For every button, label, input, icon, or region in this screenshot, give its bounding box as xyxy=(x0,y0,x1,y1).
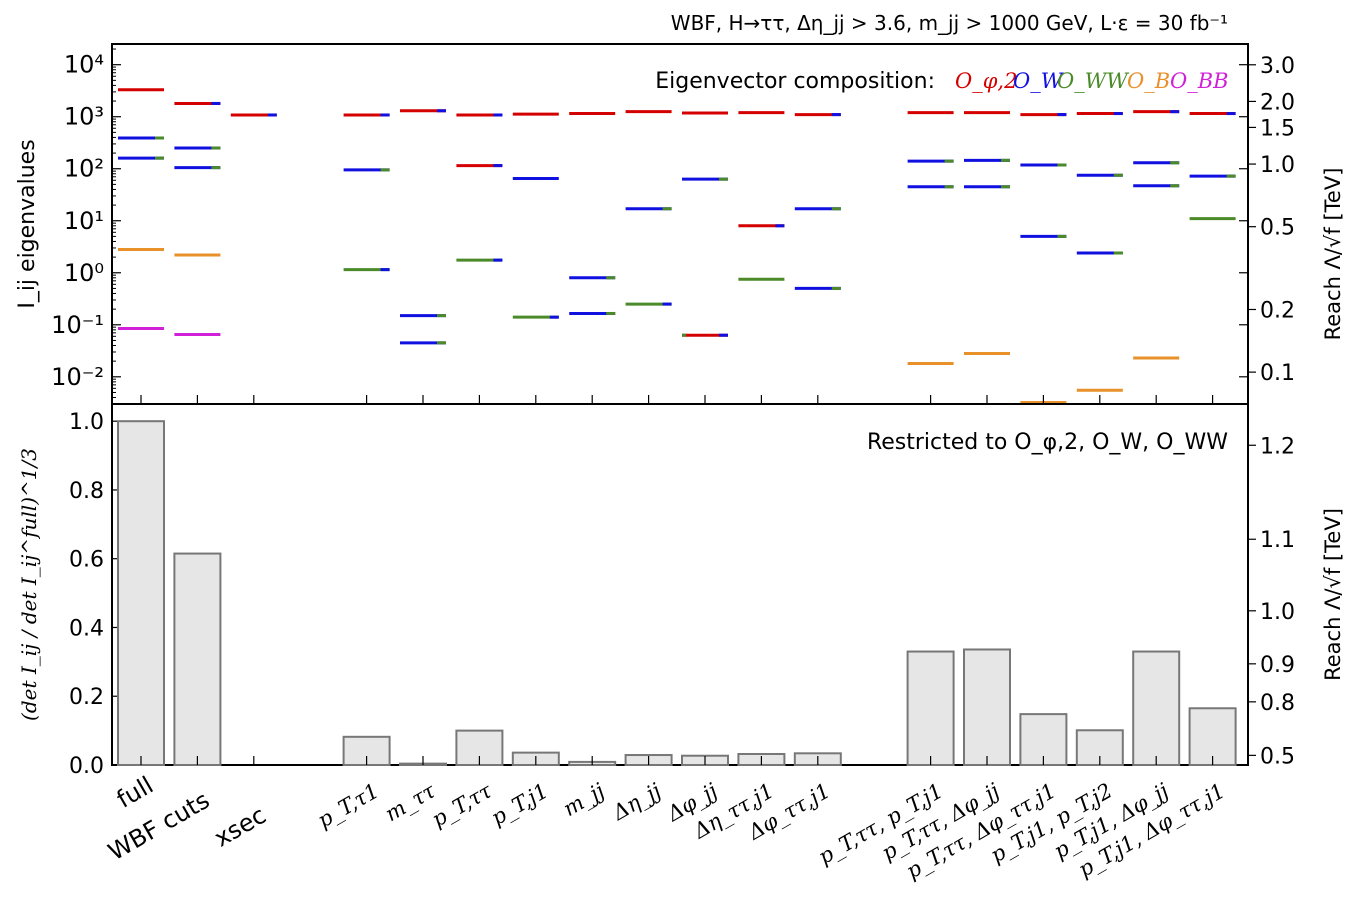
eigen-group-j1 xyxy=(794,113,841,290)
eigen-group-p-t-j1 xyxy=(1020,113,1067,405)
x-tick-label-m-jj: m_jj xyxy=(559,778,609,821)
legend-entry-phi2: O_φ,2 xyxy=(955,69,1017,93)
eigen-group-m xyxy=(400,109,446,345)
y-tick-label: 1.0 xyxy=(69,410,104,435)
y2-tick-label: 0.9 xyxy=(1260,653,1295,678)
eigen-group-p-t-jj xyxy=(964,111,1010,356)
bar-p-t-p-t-j1 xyxy=(906,650,955,766)
eigen-group-jj xyxy=(682,111,728,337)
y-tick-label: 0.6 xyxy=(69,548,104,573)
legend-entry-W: O_W xyxy=(1013,69,1065,93)
y2-tick-label: 1.0 xyxy=(1260,153,1295,178)
restricted-annotation: Restricted to O_φ,2, O_W, O_WW xyxy=(867,430,1228,455)
y-tick-label: 0.2 xyxy=(69,685,104,710)
x-tick-label-p-t-1: p_T,τ1 xyxy=(313,779,383,833)
bar-p-t-j1-jj xyxy=(1132,650,1181,766)
y2-tick-label: 0.8 xyxy=(1260,691,1295,716)
eigen-group-jj xyxy=(625,110,672,306)
y2-tick-label: 3.0 xyxy=(1260,54,1295,79)
chart-title: WBF, H→ττ, Δη_jj > 3.6, m_jj > 1000 GeV,… xyxy=(671,11,1228,35)
y2-tick-label: 0.5 xyxy=(1260,216,1295,241)
eigen-group-wbf-cuts xyxy=(174,101,221,337)
legend: Eigenvector composition: O_φ,2O_WO_WW O_B O… xyxy=(655,69,1228,94)
eigenvalue-panel: 10⁻² 10⁻¹ 10⁰ 10¹ 10² 10³ 10⁴ 3.0 2.01.5 1.0 0.5 0.… xyxy=(15,43,1345,405)
eigen-group-full xyxy=(118,88,164,330)
legend-entry-BB: O_BB xyxy=(1170,69,1229,93)
eigen-group-p-t-1 xyxy=(343,113,390,272)
restricted-plot-frame xyxy=(111,403,1249,766)
y-axis-label: (det I_ij / det I_ij^full)^1/3 xyxy=(17,448,41,721)
legend-title: Eigenvector composition: xyxy=(655,69,935,94)
y2-tick-label: 1.0 xyxy=(1260,600,1295,625)
y-tick-label: 10¹ xyxy=(64,207,104,235)
y-tick-label: 10⁻² xyxy=(51,363,104,391)
eigen-group-p-t-j1 xyxy=(512,112,559,319)
y-tick-label: 10² xyxy=(64,155,104,183)
x-tick-label-jj: Δη_jj xyxy=(608,778,666,825)
y2-axis-label: Reach Λ/√f [TeV] xyxy=(1321,168,1345,341)
x-tick-label-xsec: xsec xyxy=(209,801,270,853)
legend-entry-WW: O_WW xyxy=(1057,69,1130,93)
y2-tick-label: 1.5 xyxy=(1260,116,1295,141)
x-tick-label-p-t: p_T,ττ xyxy=(428,778,496,831)
eigen-group-p-t-p-t-j1 xyxy=(907,111,954,366)
y2-tick-label: 2.0 xyxy=(1260,90,1295,115)
eigen-group-j1 xyxy=(738,111,785,281)
eigen-group-p-t-j1-p-t-j2 xyxy=(1076,112,1123,392)
y-tick-label: 10⁴ xyxy=(64,51,104,79)
bar-wbf-cuts xyxy=(173,552,222,766)
legend-entry-B: O_B xyxy=(1127,69,1170,93)
restricted-panel: 0.0 0.2 0.4 0.6 0.8 1.0 1.2 1.1 1.0 0.9 0.8 0.5 (det… xyxy=(17,403,1345,779)
y2-tick-label: 0.1 xyxy=(1260,361,1295,386)
x-tick-label-full: full xyxy=(112,771,158,814)
eigen-group-m-jj xyxy=(569,112,616,315)
y-tick-label: 10⁻¹ xyxy=(51,311,104,339)
y2-tick-label: 0.2 xyxy=(1260,298,1295,323)
x-tick-label-p-t-j1: p_T,j1 xyxy=(487,779,552,830)
eigen-group-p-t-j1-j1 xyxy=(1189,112,1236,221)
y2-tick-label: 1.1 xyxy=(1260,528,1295,553)
x-tick-label-m: m_ττ xyxy=(381,778,440,826)
eigen-group-p-t-j1-jj xyxy=(1133,110,1180,360)
y-tick-label: 10⁰ xyxy=(64,259,104,287)
bar-p-t-j1-j1 xyxy=(1188,707,1237,766)
y-tick-label: 0.8 xyxy=(69,479,104,504)
bar-full xyxy=(117,420,165,766)
y-tick-label: 0.0 xyxy=(69,754,104,779)
bar-p-t-jj xyxy=(963,648,1011,766)
eigen-group-p-t xyxy=(456,113,503,262)
y-tick-label: 0.4 xyxy=(69,616,104,641)
y2-tick-label: 1.2 xyxy=(1260,434,1295,459)
y2-tick-label: 0.5 xyxy=(1260,744,1295,769)
y2-axis-label: Reach Λ/√f [TeV] xyxy=(1321,508,1345,681)
eigenvalue-plot-frame xyxy=(111,43,1249,405)
y-axis-label: I_ij eigenvalues xyxy=(15,139,40,308)
y-tick-label: 10³ xyxy=(64,103,104,131)
